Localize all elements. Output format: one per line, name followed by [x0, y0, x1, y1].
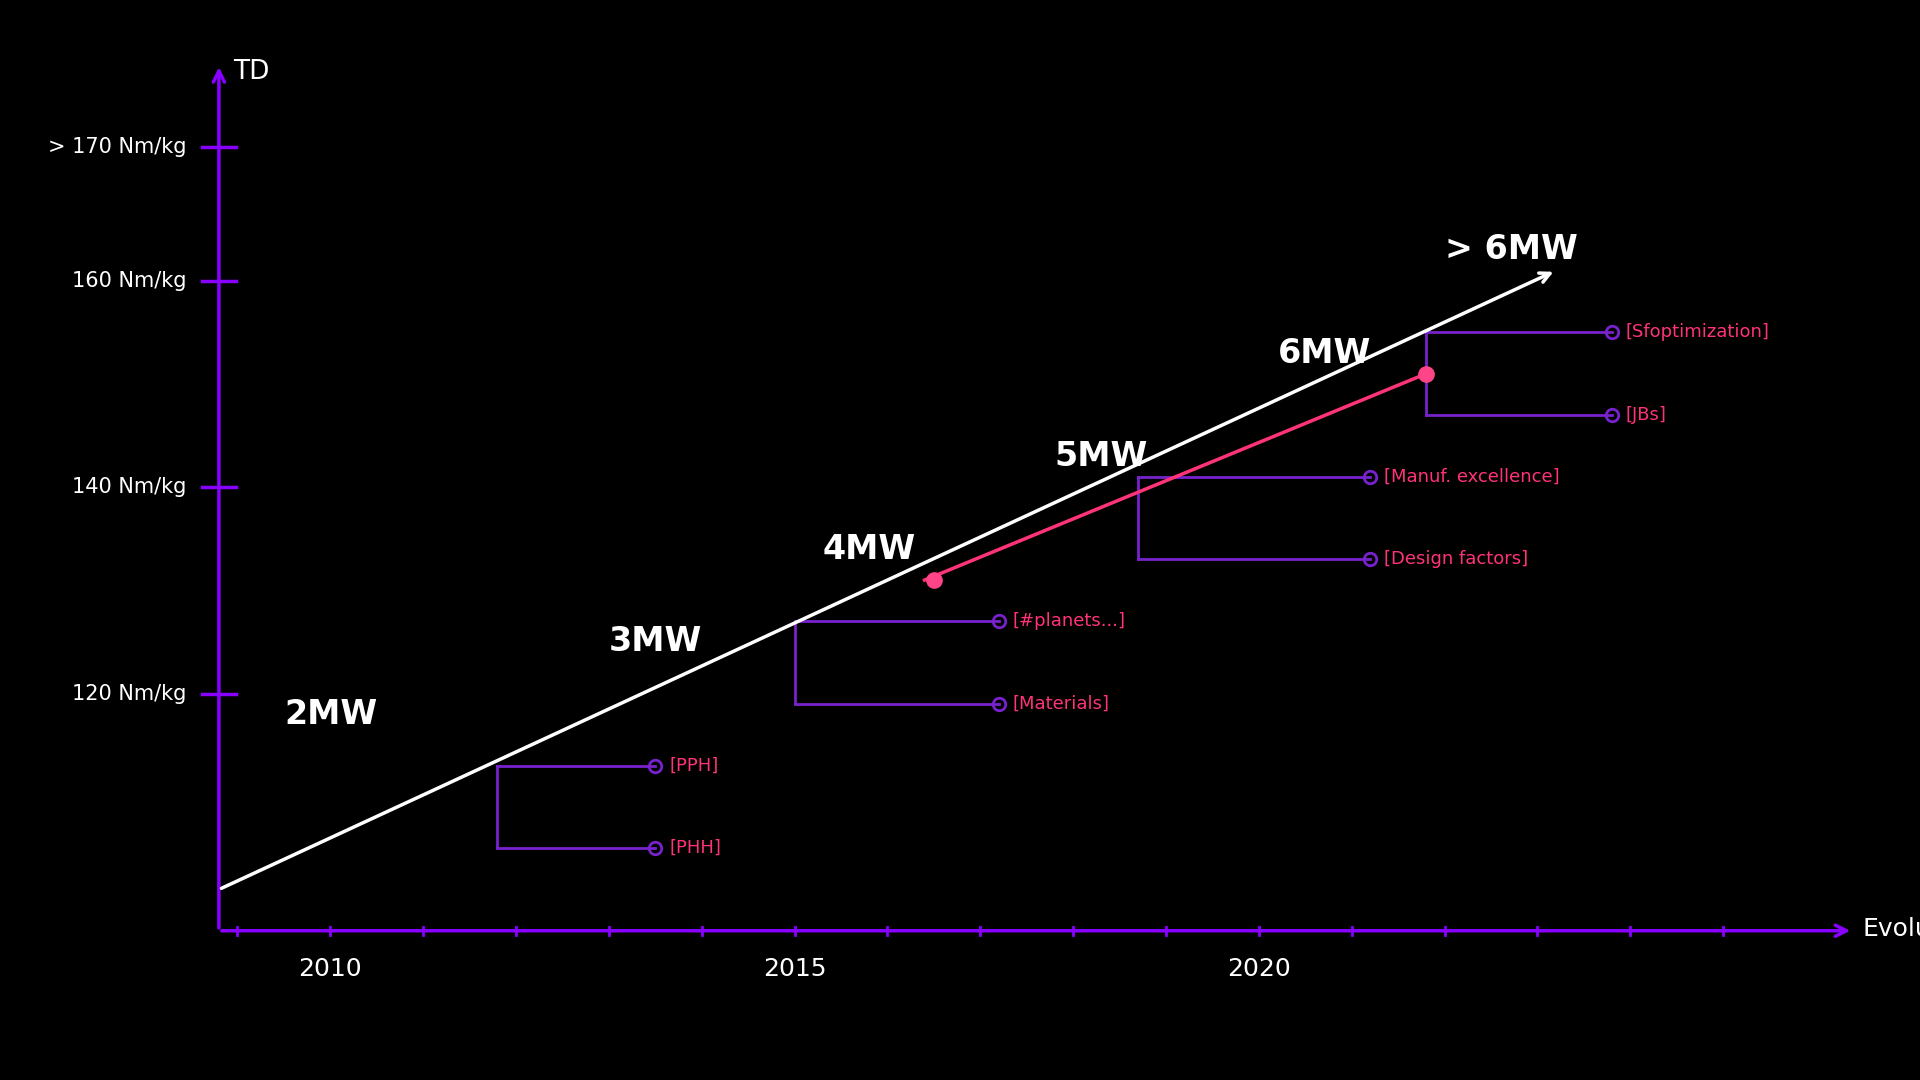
Text: 4MW: 4MW [822, 532, 916, 566]
Text: [PHH]: [PHH] [670, 839, 722, 858]
Text: 2020: 2020 [1227, 957, 1290, 981]
Text: [Sfoptimization]: [Sfoptimization] [1626, 324, 1770, 341]
Text: [Manuf. excellence]: [Manuf. excellence] [1384, 468, 1559, 486]
Text: Evolution: Evolution [1862, 917, 1920, 941]
Text: 120 Nm/kg: 120 Nm/kg [73, 684, 186, 703]
Text: 5MW: 5MW [1054, 440, 1148, 473]
Text: 140 Nm/kg: 140 Nm/kg [73, 477, 186, 497]
Text: 3MW: 3MW [609, 625, 703, 659]
Text: 6MW: 6MW [1277, 337, 1371, 369]
Text: [JBs]: [JBs] [1626, 406, 1667, 424]
Text: [PPH]: [PPH] [670, 757, 718, 774]
Text: > 170 Nm/kg: > 170 Nm/kg [48, 137, 186, 157]
Text: 2015: 2015 [762, 957, 826, 981]
Text: TD: TD [232, 59, 269, 85]
Text: 160 Nm/kg: 160 Nm/kg [71, 271, 186, 291]
Text: 2010: 2010 [298, 957, 363, 981]
Text: [#planets...]: [#planets...] [1014, 612, 1125, 631]
Text: > 6MW: > 6MW [1444, 233, 1578, 267]
Text: [Materials]: [Materials] [1014, 694, 1110, 713]
Text: 2MW: 2MW [284, 698, 376, 731]
Text: [Design factors]: [Design factors] [1384, 551, 1528, 568]
